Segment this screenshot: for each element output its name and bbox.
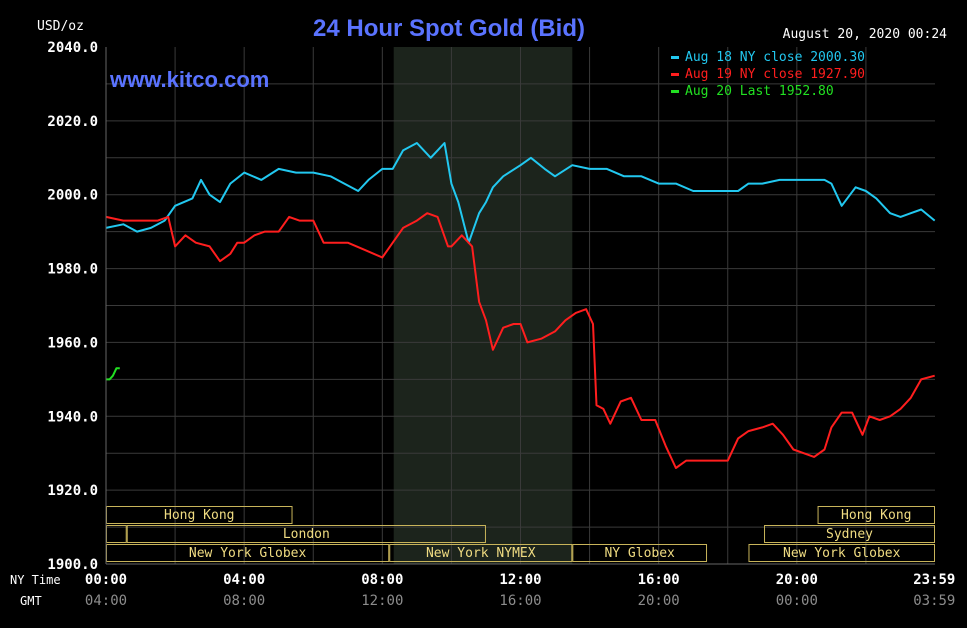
session-label: Hong Kong (164, 508, 234, 523)
x-tick-label-gmt: 00:00 (776, 593, 818, 609)
chart-title: 24 Hour Spot Gold (Bid) (313, 15, 585, 42)
legend-item: Aug 20 Last 1952.80 (685, 84, 834, 99)
x-tick-label-gmt: 08:00 (223, 593, 265, 609)
y-tick-label: 2040.0 (47, 40, 98, 56)
x-tick-label-ny: 08:00 (361, 572, 403, 588)
chart-grid (106, 47, 935, 564)
x-tick-label-gmt: 20:00 (638, 593, 680, 609)
x-tick-label-ny: 04:00 (223, 572, 265, 588)
legend-item: Aug 18 NY close 2000.30 (685, 50, 865, 65)
y-tick-label: 1940.0 (47, 409, 98, 425)
session-bar (389, 544, 573, 562)
session-bar (817, 506, 936, 524)
x-row-label-gmt: GMT (20, 594, 42, 608)
x-tick-label-gmt: 04:00 (85, 593, 127, 609)
session-bar (764, 525, 935, 543)
x-tick-label-ny: 12:00 (499, 572, 541, 588)
legend-swatch (671, 56, 679, 59)
y-tick-label: 2020.0 (47, 114, 98, 130)
x-tick-label-ny: 16:00 (638, 572, 680, 588)
x-tick-label-ny: 20:00 (776, 572, 818, 588)
market-sessions: Hong Kong Hong Kong London Sydney New York G… (106, 506, 936, 562)
x-row-label-ny: NY Time (10, 573, 61, 587)
x-tick-label-ny: 00:00 (85, 572, 127, 588)
series-line (105, 142, 936, 244)
y-tick-label: 1920.0 (47, 483, 98, 499)
session-bar (126, 525, 486, 543)
chart-legend: Aug 18 NY close 2000.30 Aug 19 NY close 1… (671, 50, 865, 99)
series-line (106, 367, 120, 381)
session-label: New York NYMEX (426, 546, 536, 561)
series-line (105, 212, 935, 469)
session-label: New York Globex (189, 546, 307, 561)
x-tick-label-gmt: 03:59 (913, 593, 955, 609)
session-label: Sydney (826, 527, 873, 542)
y-tick-label: 1900.0 (47, 557, 98, 573)
legend-item: Aug 19 NY close 1927.90 (685, 67, 865, 82)
x-tick-label-gmt: 12:00 (361, 593, 403, 609)
chart-datetime: August 20, 2020 00:24 (783, 27, 948, 42)
session-label: New York Globex (783, 546, 901, 561)
session-label: NY Globex (604, 546, 675, 561)
session-label: London (283, 527, 330, 542)
price-series (105, 142, 936, 469)
x-tick-label-ny: 23:59 (913, 572, 955, 588)
legend-swatch (671, 73, 679, 76)
x-tick-label-gmt: 16:00 (499, 593, 541, 609)
legend-swatch (671, 90, 679, 93)
chart-axes: 2040.0 2020.0 2000.0 1980.0 1960.0 1940.0 1920… (10, 40, 955, 609)
y-tick-label: 1960.0 (47, 335, 98, 351)
session-bar (748, 544, 935, 562)
y-axis-unit: USD/oz (37, 19, 84, 34)
session-label: Hong Kong (841, 508, 911, 523)
y-tick-label: 1980.0 (47, 262, 98, 278)
y-tick-label: 2000.0 (47, 188, 98, 204)
website-label: www.kitco.com (109, 67, 269, 92)
session-bar (572, 544, 708, 562)
